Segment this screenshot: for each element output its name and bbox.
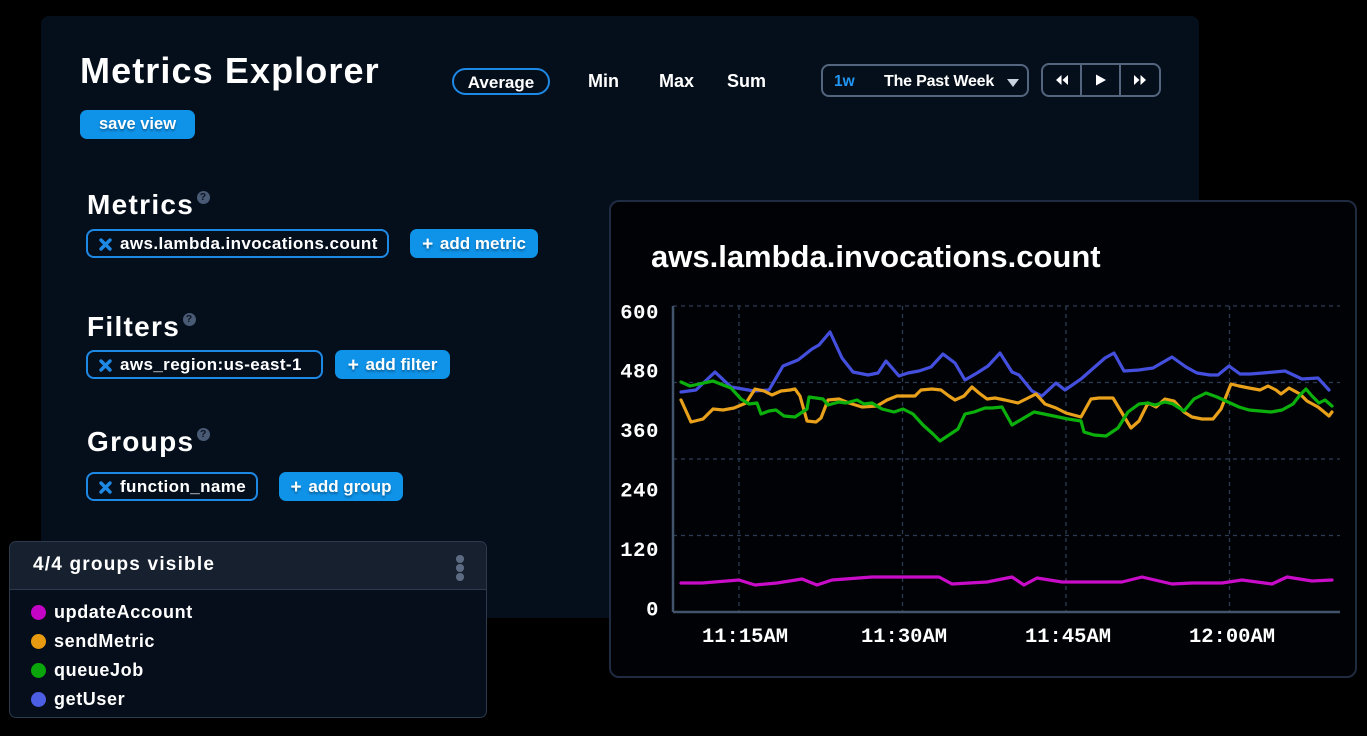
svg-text:11:15AM: 11:15AM — [702, 626, 788, 649]
svg-text:360: 360 — [620, 421, 659, 444]
svg-text:240: 240 — [620, 481, 659, 504]
svg-text:600: 600 — [620, 302, 659, 325]
svg-text:480: 480 — [620, 362, 659, 385]
svg-text:11:30AM: 11:30AM — [861, 626, 947, 649]
svg-text:12:00AM: 12:00AM — [1189, 626, 1275, 649]
svg-text:11:45AM: 11:45AM — [1025, 626, 1111, 649]
svg-text:0: 0 — [646, 599, 659, 622]
svg-text:120: 120 — [620, 540, 659, 563]
